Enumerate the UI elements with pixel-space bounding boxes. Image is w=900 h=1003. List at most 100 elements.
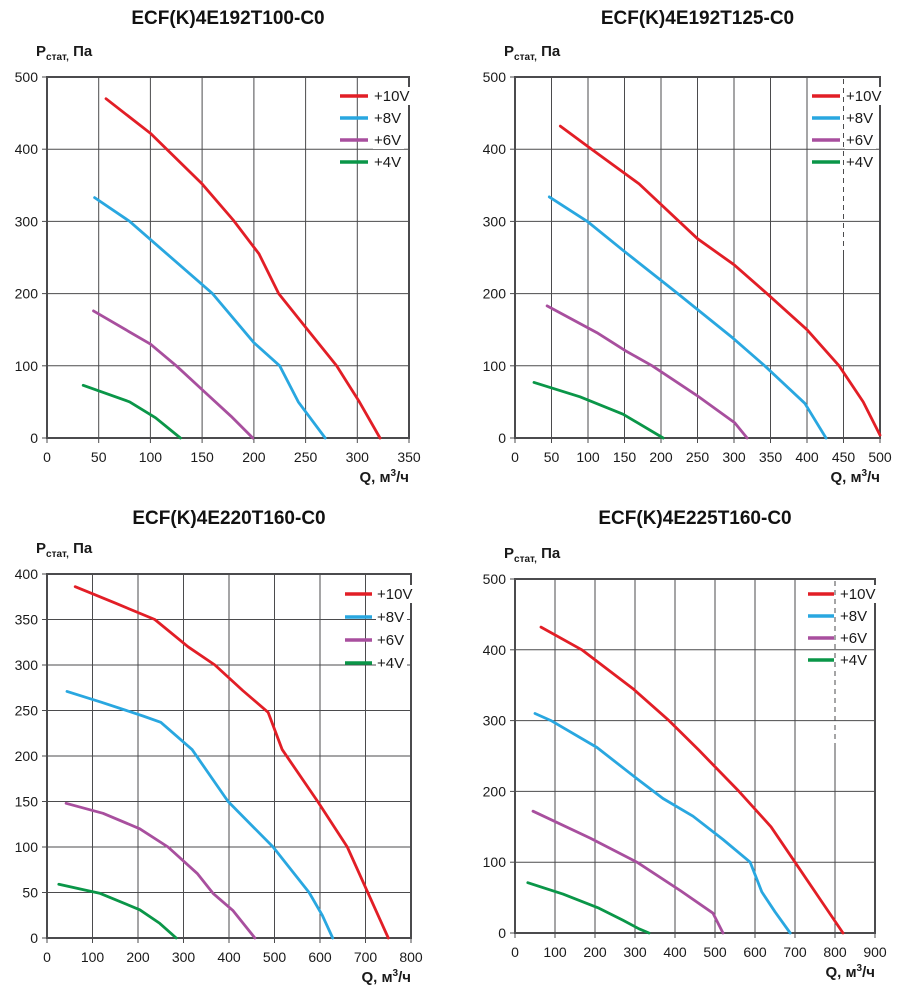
y-tick-label: 500: [483, 69, 507, 85]
x-tick-label: 300: [722, 449, 746, 465]
y-tick-label: 200: [15, 286, 39, 302]
x-tick-label: 150: [613, 449, 637, 465]
y-axis-label-unit: Па: [536, 545, 561, 562]
x-tick-label: 100: [139, 449, 163, 465]
axis-tick-labels: 0 50 100 150 200 250 300 350 400 450 500 0 100 200 300…: [483, 69, 892, 465]
chart-title: ECF(K)4E225T160-C0: [598, 508, 792, 529]
x-axis-label-symbol: Q, м: [359, 469, 391, 486]
y-tick-label: 300: [15, 657, 39, 673]
legend-label: +8V: [374, 110, 401, 127]
axis-tick-labels: 0 50 100 150 200 250 300 350 0 100 200 300 400 500: [15, 69, 421, 465]
y-tick-label: 400: [15, 566, 39, 582]
y-tick-label: 200: [483, 286, 507, 302]
x-tick-label: 600: [743, 944, 767, 960]
curve-plus-4v: [81, 383, 182, 440]
x-tick-label: 400: [795, 449, 819, 465]
x-tick-label: 300: [623, 944, 647, 960]
x-tick-label: 300: [172, 949, 196, 965]
plot-area: +10V +8V +6V +4V 0 100 200 300 400 500 600 700 800 0 5…: [15, 566, 423, 965]
y-tick-label: 200: [483, 783, 507, 799]
legend-label: +8V: [840, 608, 867, 625]
curve-plus-10v: [558, 124, 882, 437]
x-tick-label: 500: [263, 949, 287, 965]
chart-panel-bottom-left: +10V +8V +6V +4V 0 100 200 300 400 500 600 700 800 0 5…: [0, 500, 450, 1003]
legend-label-background: [839, 629, 870, 647]
axis-tick-labels: 0 100 200 300 400 500 600 700 800 0 50 100 150 200 250…: [15, 566, 423, 965]
chart-title: ECF(K)4E192T100-C0: [131, 8, 325, 29]
x-axis-label-symbol: Q, м: [825, 964, 857, 981]
chart-title: ECF(K)4E192T125-C0: [600, 8, 795, 29]
curve-plus-10v: [104, 97, 382, 440]
legend: +10V +8V +6V +4V: [340, 87, 413, 171]
y-axis-label-subscript: стат,: [514, 52, 537, 63]
x-tick-label: 800: [823, 944, 847, 960]
x-tick-label: 250: [686, 449, 710, 465]
y-axis-label: Pстат, Па: [504, 545, 560, 565]
y-axis-label-unit: Па: [68, 540, 93, 557]
curve-plus-8v: [93, 196, 327, 440]
legend-label: +4V: [846, 154, 873, 171]
y-tick-label: 400: [483, 642, 507, 658]
gridlines: [510, 578, 876, 938]
x-axis-label-superscript: 3: [390, 468, 397, 479]
x-axis-label-unit: /ч: [396, 469, 409, 486]
curve-plus-10v: [539, 625, 845, 935]
curve-plus-6v: [531, 809, 725, 935]
x-tick-label: 50: [544, 449, 560, 465]
y-tick-label: 100: [483, 358, 507, 374]
x-axis-label-symbol: Q, м: [361, 969, 393, 986]
curves: [526, 625, 845, 935]
legend-label-background: [845, 87, 885, 105]
x-tick-label: 600: [308, 949, 332, 965]
legend-label-background: [373, 153, 404, 171]
curve-plus-10v: [73, 585, 390, 940]
legend-label-background: [839, 651, 870, 669]
legend: +10V +8V +6V +4V: [812, 87, 885, 171]
y-tick-label: 0: [30, 930, 38, 946]
chart-title: ECF(K)4E220T160-C0: [132, 508, 326, 529]
y-tick-label: 200: [15, 748, 39, 764]
legend-label-background: [376, 654, 407, 672]
curve-plus-6v: [545, 304, 749, 440]
curves: [81, 97, 382, 440]
legend-label: +4V: [377, 655, 404, 672]
legend-label: +10V: [846, 88, 881, 105]
legend-label: +4V: [374, 154, 401, 171]
legend-label-background: [845, 109, 876, 127]
plot-area: +10V +8V +6V +4V 0 100 200 300 400 500 600 700 800 90…: [483, 571, 887, 960]
x-tick-label: 300: [346, 449, 370, 465]
legend-label-background: [373, 131, 404, 149]
x-tick-label: 250: [294, 449, 318, 465]
x-axis-label: Q, м3/ч: [515, 963, 875, 981]
legend-label-background: [376, 631, 407, 649]
chart-panel-top-right: +10V +8V +6V +4V 0 50 100 150 200 250 300 350 400 450…: [450, 0, 900, 500]
x-axis-label-superscript: 3: [856, 963, 863, 974]
y-axis-label-subscript: стат,: [514, 554, 537, 565]
legend-label: +10V: [374, 88, 409, 105]
x-axis-label-unit: /ч: [398, 969, 411, 986]
curve-plus-8v: [547, 195, 828, 440]
x-tick-label: 450: [832, 449, 856, 465]
x-axis-label-superscript: 3: [392, 968, 399, 979]
legend: +10V +8V +6V +4V: [808, 585, 879, 669]
chart-panel-top-left: +10V +8V +6V +4V 0 50 100 150 200 250 300 350 0 100 20…: [0, 0, 450, 500]
legend-label: +6V: [377, 632, 404, 649]
y-tick-label: 350: [15, 612, 39, 628]
y-tick-label: 0: [498, 430, 506, 446]
y-axis-label-symbol: P: [36, 540, 47, 557]
legend-label-background: [373, 87, 413, 105]
x-tick-label: 400: [663, 944, 687, 960]
y-tick-label: 300: [483, 213, 507, 229]
y-tick-label: 300: [15, 213, 39, 229]
plot-area: +10V +8V +6V +4V 0 50 100 150 200 250 300 350 0 100 20…: [15, 69, 421, 465]
x-tick-label: 0: [511, 944, 519, 960]
x-tick-label: 50: [91, 449, 107, 465]
y-axis-label: Pстат, Па: [504, 43, 560, 63]
plot-border: [514, 578, 876, 934]
x-tick-label: 200: [583, 944, 607, 960]
y-axis-label-symbol: P: [504, 545, 515, 562]
y-axis-label-subscript: стат,: [46, 52, 69, 63]
y-tick-label: 50: [22, 885, 38, 901]
legend-label: +8V: [377, 609, 404, 626]
curve-plus-8v: [65, 689, 335, 940]
